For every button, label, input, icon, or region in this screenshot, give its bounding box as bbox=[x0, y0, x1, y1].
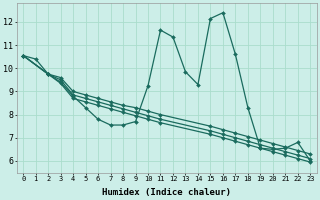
X-axis label: Humidex (Indice chaleur): Humidex (Indice chaleur) bbox=[102, 188, 231, 197]
